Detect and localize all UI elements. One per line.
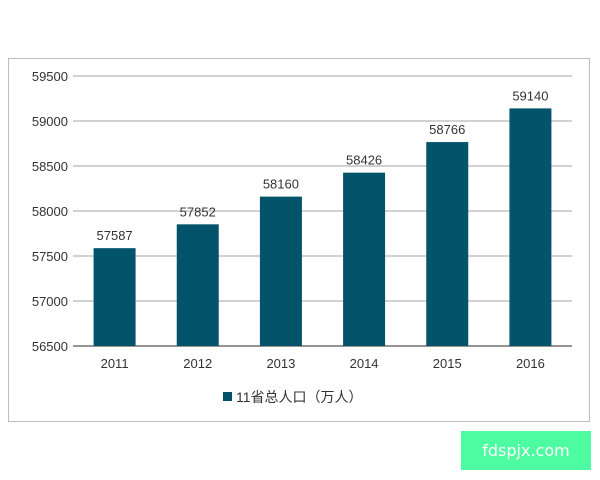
x-tick-label: 2015 xyxy=(433,356,462,371)
bar xyxy=(259,196,302,346)
x-tick-label: 2013 xyxy=(266,356,295,371)
y-tick-label: 58000 xyxy=(32,204,68,219)
data-label: 58160 xyxy=(263,177,299,192)
bar xyxy=(426,142,469,346)
bar xyxy=(93,248,136,346)
data-labels: 57587 57852 58160 58426 58766 59140 xyxy=(97,88,549,243)
y-tick-label: 57000 xyxy=(32,294,68,309)
x-tick-label: 2011 xyxy=(101,356,129,371)
bar xyxy=(176,224,219,346)
y-axis-tick-labels: 56500 57000 57500 58000 58500 59000 59500 xyxy=(32,69,68,354)
data-label: 57587 xyxy=(97,228,133,243)
bar xyxy=(343,172,386,346)
legend-swatch xyxy=(223,392,232,401)
data-label: 57852 xyxy=(180,204,216,219)
data-label: 58766 xyxy=(429,122,465,137)
y-tick-label: 59500 xyxy=(32,69,68,84)
watermark: fdspjx.com xyxy=(461,431,591,470)
legend-label: 11省总人口（万人） xyxy=(236,389,363,405)
bars xyxy=(93,108,552,347)
x-axis-tick-labels: 2011 2012 2013 2014 2015 2016 xyxy=(101,356,545,371)
gridlines xyxy=(73,75,572,347)
y-tick-label: 58500 xyxy=(32,159,68,174)
x-tick-label: 2014 xyxy=(350,356,379,371)
data-label: 58426 xyxy=(346,153,382,168)
y-tick-label: 57500 xyxy=(32,249,68,264)
data-label: 59140 xyxy=(512,88,548,103)
chart-frame: 56500 57000 57500 58000 58500 59000 59500 5758… xyxy=(8,58,590,422)
legend: 11省总人口（万人） xyxy=(223,389,363,405)
bar-chart: 56500 57000 57500 58000 58500 59000 59500 5758… xyxy=(32,69,572,405)
y-tick-label: 59000 xyxy=(32,114,68,129)
bar xyxy=(509,108,552,347)
x-tick-label: 2012 xyxy=(183,356,212,371)
y-tick-label: 56500 xyxy=(32,339,68,354)
x-tick-label: 2016 xyxy=(516,356,545,371)
